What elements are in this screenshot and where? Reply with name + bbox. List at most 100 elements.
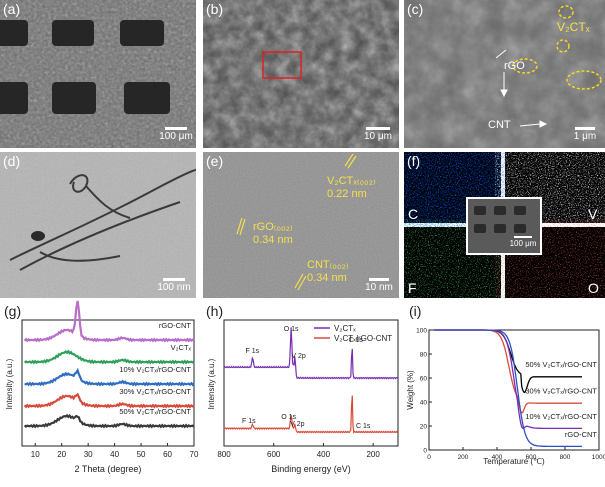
- chart-h-peak-label-bottom: F 1s: [242, 418, 256, 425]
- panel-d-scale-text: 100 nm: [157, 282, 191, 293]
- panel-f-map-o: O: [588, 280, 599, 296]
- chart-g-xlabel: 2 Theta (degree): [75, 464, 142, 474]
- chart-i-tga: (i) 0 200 400 600 800 1000 0 20 40 60 80 100 50% V₂…: [406, 303, 605, 466]
- chart-g-label: (g): [4, 303, 21, 319]
- chart-g-xtick-label: 10: [31, 450, 40, 459]
- chart-h-peak-label-top: C 1s: [349, 337, 364, 344]
- chart-i-ytick-label: 40: [420, 400, 428, 407]
- panel-c-annot-rgo: rGO: [504, 60, 525, 72]
- panel-f-image: [404, 152, 605, 298]
- panel-a-scalebar: 100 μm: [158, 127, 194, 142]
- chart-i-ylabel: Weight (%): [406, 370, 415, 410]
- chart-i-series-line: [434, 329, 582, 414]
- panel-b-scalebar: 10 μm: [359, 127, 397, 142]
- chart-i-legend: 50% V₂CTₓ/rGO-CNT 30% V₂CTₓ/rGO-CNT 10% V₂…: [525, 360, 597, 439]
- panel-c-annot-cnt: CNT: [488, 119, 511, 131]
- chart-i-legend-entry: 10% V₂CTₓ/rGO-CNT: [525, 412, 597, 421]
- chart-i-label: (i): [409, 303, 421, 319]
- chart-h-xticks: 800 600 400 200: [217, 443, 380, 459]
- chart-h-peak-labels: F 1sO 1sV 2pC 1sF 1sO 1sV 2p C 1s: [242, 326, 371, 430]
- chart-g-legend-entry: V₂CTₓ: [171, 343, 192, 352]
- panel-e-cnt-label: CNT₍₀₀₂₎: [307, 259, 349, 271]
- chart-g-xtick-label: 50: [137, 450, 146, 459]
- chart-g-legend-entry: 30% V₂CTₓ/rGO-CNT: [119, 387, 191, 396]
- panel-a-label: (a): [3, 1, 21, 17]
- chart-i-series-line: [434, 329, 582, 448]
- chart-i-legend-entry: 30% V₂CTₓ/rGO-CNT: [525, 387, 597, 396]
- chart-i-ytick-label: 100: [416, 328, 427, 335]
- chart-h-frame: [223, 319, 399, 447]
- chart-i-legend-entry: rGO-CNT: [565, 430, 597, 439]
- chart-h-xtick-label: 400: [317, 450, 331, 459]
- panel-c-scale-text: 1 μm: [573, 131, 597, 142]
- panel-c-label: (c): [407, 1, 424, 17]
- panel-c-image: [404, 0, 605, 148]
- panel-f-label: (f): [407, 153, 421, 169]
- panel-d-label: (d): [3, 153, 21, 169]
- chart-h-peak-label-bottom: O 1s: [281, 414, 296, 421]
- panel-b-zoom-box: [262, 51, 302, 79]
- panel-e-v2ctx-d: 0.22 nm: [327, 188, 367, 200]
- chart-g-series-line: [23, 413, 195, 429]
- chart-g-series-line: [23, 392, 195, 409]
- chart-h-series-line: [223, 327, 399, 380]
- panel-b-label: (b): [206, 1, 224, 17]
- chart-i-xtick-label: 600: [526, 454, 537, 461]
- chart-i-xtick-label: 800: [560, 454, 571, 461]
- chart-g-series-line: [23, 349, 195, 365]
- chart-i-ytick-label: 20: [420, 424, 428, 431]
- panel-f-scale-text: 100 μm: [509, 239, 537, 248]
- panel-a-scale-text: 100 μm: [159, 131, 193, 142]
- chart-g-legend-entry: 10% V₂CTₓ/rGO-CNT: [119, 365, 191, 374]
- chart-g-xtick-label: 20: [57, 450, 66, 459]
- panel-f-map-f: F: [408, 280, 417, 296]
- chart-g-xtick-label: 40: [110, 450, 119, 459]
- chart-h-peak-label-bottom: V 2p: [290, 421, 305, 428]
- panel-e-label: (e): [206, 153, 224, 169]
- chart-i-ytick-label: 80: [420, 352, 428, 359]
- chart-h-ylabel: Intensity (a.u.): [207, 358, 216, 409]
- chart-g-legend-entry: 50% V₂CTₓ/rGO-CNT: [119, 407, 191, 416]
- chart-h-legend-entry: V₂CTₓ: [334, 324, 356, 333]
- chart-h-peak-label-top: F 1s: [246, 348, 260, 355]
- panel-c-sem: (c) V₂CTₓ rGO CNT 1 μm: [404, 0, 605, 148]
- panel-b-image: [203, 0, 399, 148]
- chart-h-xlabel: Binding energy (eV): [271, 464, 351, 474]
- chart-i-curves: [434, 329, 582, 448]
- panel-f-scalebar: 100 μm: [507, 236, 539, 248]
- chart-h-legend-entry: V₂CTₓ/rGO-CNT: [334, 334, 392, 343]
- chart-g-series-line: [24, 367, 195, 387]
- chart-i-legend-entry: 50% V₂CTₓ/rGO-CNT: [525, 360, 597, 369]
- panel-b-sem: (b) 10 μm: [203, 0, 399, 148]
- panel-d-scalebar: 100 nm: [154, 278, 194, 293]
- panel-d-image: [0, 152, 196, 298]
- chart-h-series-line: [223, 395, 399, 434]
- panel-a-sem: (a) 100 μm: [0, 0, 196, 148]
- chart-g-xtick-label: 30: [84, 450, 93, 459]
- chart-h-peak-label-top: O 1s: [284, 326, 299, 333]
- chart-h-xtick-label: 600: [267, 450, 281, 459]
- chart-g-legend-entry: rGO-CNT: [159, 321, 191, 330]
- panel-e-scale-text: 10 nm: [365, 282, 393, 293]
- chart-g-xticks: 10 20 30 40 50 60 70: [31, 443, 199, 459]
- panel-e-rgo-d: 0.34 nm: [253, 234, 293, 246]
- panel-e-image: [203, 152, 399, 298]
- panel-e-cnt-d: 0.34 nm: [307, 272, 347, 284]
- chart-i-ticks: 0 200 400 600 800 1000 0 20 40 60 80 100: [416, 328, 605, 462]
- panel-a-image: [0, 0, 196, 148]
- panel-b-scale-text: 10 μm: [364, 131, 392, 142]
- chart-g-ylabel: Intensity (a.u.): [5, 358, 14, 409]
- panel-f-map-v: V: [588, 206, 598, 222]
- panel-f-map-c: C: [408, 206, 419, 222]
- chart-g-xrd: (g) 10 20 30 40 50 60 70 rGO-CNT V₂CTₓ 10% V₂CTₓ…: [4, 300, 199, 474]
- chart-i-xtick-label: 0: [427, 454, 431, 461]
- chart-h-curves: [223, 327, 399, 434]
- chart-g-frame: [21, 319, 195, 447]
- chart-h-xtick-label: 800: [217, 450, 231, 459]
- panel-e-v2ctx-label: V₂CTₓ₍₀₀₂₎: [327, 175, 376, 187]
- chart-h-peak-label-bottom: C 1s: [356, 423, 371, 430]
- panel-c-annot-v2ctx: V₂CTₓ: [557, 20, 590, 34]
- chart-g-xtick-label: 60: [163, 450, 172, 459]
- chart-g-curves: [23, 300, 195, 429]
